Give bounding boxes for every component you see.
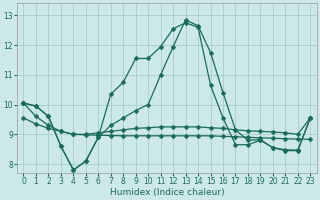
X-axis label: Humidex (Indice chaleur): Humidex (Indice chaleur): [109, 188, 224, 197]
